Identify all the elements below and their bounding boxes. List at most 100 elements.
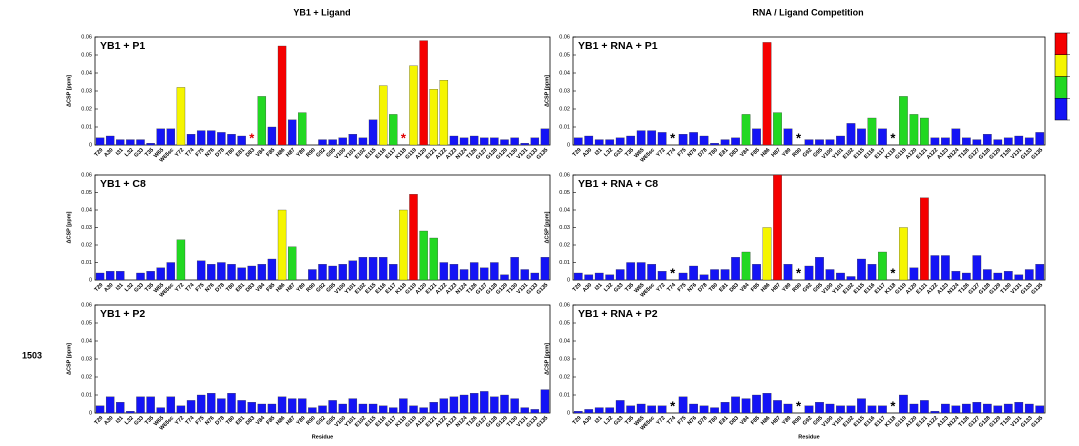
bar bbox=[520, 143, 529, 146]
panel-label-box bbox=[96, 306, 176, 320]
bar bbox=[909, 267, 919, 281]
panel-label-box bbox=[96, 176, 176, 190]
y-tick-label: 0.05 bbox=[559, 190, 570, 196]
bar bbox=[247, 402, 256, 414]
x-tick-label: G129 bbox=[988, 147, 1002, 161]
x-tick-label: T35 bbox=[624, 415, 635, 426]
bar bbox=[804, 405, 814, 414]
bar bbox=[480, 391, 489, 414]
x-tick-label: T35 bbox=[144, 415, 155, 426]
bar bbox=[308, 407, 317, 414]
bar bbox=[116, 402, 125, 414]
bar bbox=[267, 403, 277, 414]
bar bbox=[540, 257, 550, 281]
x-tick-label: N76 bbox=[204, 282, 215, 293]
bar bbox=[196, 394, 206, 414]
bar bbox=[196, 260, 206, 281]
bar bbox=[836, 272, 845, 281]
x-tick-label: N76 bbox=[204, 415, 215, 426]
y-tick-label: 0.01 bbox=[559, 260, 570, 266]
bar bbox=[699, 135, 709, 146]
y-tick-label: 0.06 bbox=[81, 172, 92, 178]
y-tick-label: 0 bbox=[89, 410, 92, 416]
bar bbox=[647, 405, 657, 414]
bar bbox=[941, 137, 950, 146]
x-tick-label: T29 bbox=[572, 282, 583, 293]
bar bbox=[720, 269, 730, 281]
x-tick-label: A30 bbox=[103, 415, 114, 426]
panel-label-box bbox=[574, 176, 654, 190]
bar bbox=[308, 269, 317, 281]
bar bbox=[689, 265, 698, 281]
bar bbox=[1003, 137, 1013, 146]
x-tick-label: G95 bbox=[812, 282, 824, 294]
y-tick-label: 0.05 bbox=[559, 52, 570, 58]
x-tick-label: Y72 bbox=[174, 282, 185, 293]
bar bbox=[741, 251, 751, 281]
y-axis-label: ΔCSP [ppm] bbox=[544, 211, 550, 243]
bar bbox=[689, 403, 698, 414]
x-tick-label: G92 bbox=[315, 147, 327, 159]
marker: * bbox=[796, 130, 802, 145]
bar bbox=[678, 396, 688, 414]
bar bbox=[1035, 405, 1045, 414]
x-tick-label: T74 bbox=[666, 282, 678, 294]
bar bbox=[469, 262, 479, 281]
y-tick-label: 0.02 bbox=[559, 374, 570, 380]
bar bbox=[95, 272, 105, 281]
x-tick-label: Y101 bbox=[832, 282, 845, 295]
x-tick-label: T80 bbox=[225, 415, 236, 426]
x-tick-label: E81 bbox=[235, 415, 246, 426]
bar bbox=[867, 264, 877, 281]
x-tick-label: T35 bbox=[144, 147, 155, 158]
x-tick-label: T74 bbox=[666, 147, 678, 159]
bar bbox=[338, 403, 347, 414]
x-tick-label: A30 bbox=[582, 147, 593, 158]
y-axis-label: ΔCSP [ppm] bbox=[66, 75, 72, 107]
bar bbox=[930, 137, 940, 146]
colorbar-segment bbox=[1054, 32, 1068, 55]
column-title: RNA / Ligand Competition bbox=[752, 7, 863, 17]
bar bbox=[920, 400, 929, 414]
bar bbox=[358, 137, 368, 146]
bar bbox=[257, 96, 267, 146]
bar bbox=[1024, 269, 1034, 281]
x-tick-label: T35 bbox=[144, 282, 155, 293]
x-tick-label: A120 bbox=[905, 282, 919, 296]
bar bbox=[500, 394, 509, 414]
bar bbox=[540, 128, 550, 146]
x-tick-label: A30 bbox=[582, 415, 593, 426]
x-tick-label: R90 bbox=[792, 282, 803, 293]
bar bbox=[647, 130, 657, 146]
bar bbox=[961, 137, 971, 146]
bar bbox=[439, 398, 449, 414]
x-tick-label: F75 bbox=[677, 415, 688, 426]
bar bbox=[419, 230, 428, 281]
y-tick-label: 0 bbox=[89, 142, 92, 148]
bar bbox=[762, 393, 772, 414]
x-tick-label: H87 bbox=[285, 147, 296, 158]
x-tick-label: V84 bbox=[739, 415, 751, 427]
bar bbox=[636, 403, 646, 414]
panel-label: YB1 + RNA + P1 bbox=[578, 40, 658, 52]
bar bbox=[1014, 274, 1024, 281]
y-tick-label: 0.05 bbox=[81, 190, 92, 196]
bar bbox=[186, 134, 196, 146]
bar bbox=[762, 42, 772, 146]
bar bbox=[469, 393, 479, 414]
x-tick-label: H86 bbox=[760, 415, 771, 426]
marker: * bbox=[890, 398, 896, 413]
x-tick-label: G95 bbox=[812, 147, 824, 159]
x-tick-label: A30 bbox=[582, 282, 593, 293]
bar bbox=[237, 267, 246, 281]
x-tick-label: F75 bbox=[195, 282, 206, 293]
y-tick-label: 0.01 bbox=[559, 392, 570, 398]
bar bbox=[257, 403, 267, 414]
bar bbox=[825, 403, 835, 414]
x-tick-label: I31 bbox=[594, 415, 604, 425]
x-tick-label: G33 bbox=[613, 282, 625, 294]
bar bbox=[1003, 403, 1013, 414]
marker: * bbox=[796, 265, 802, 280]
x-tick-label: E81 bbox=[235, 282, 246, 293]
x-tick-label: A120 bbox=[905, 147, 919, 161]
